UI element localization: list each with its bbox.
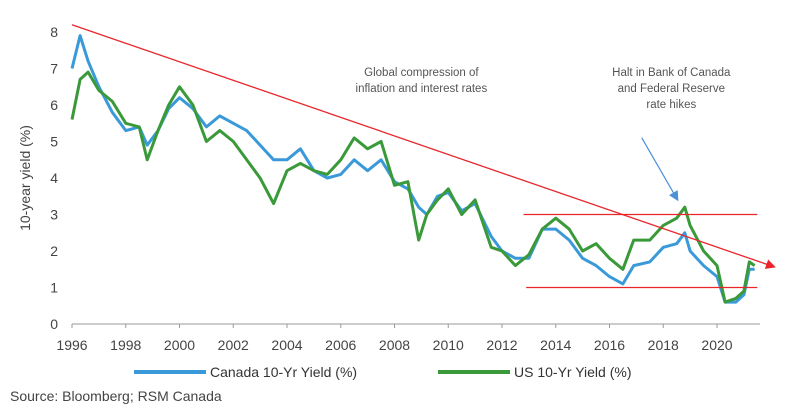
y-axis-title: 10-year yield (%) [17, 125, 33, 231]
x-tick-label: 2014 [540, 337, 571, 353]
source-note: Source: Bloomberg; RSM Canada [10, 388, 222, 404]
x-tick-label: 2010 [433, 337, 464, 353]
legend-us-label: US 10-Yr Yield (%) [514, 364, 631, 380]
annotation-halt-text: Halt in Bank of Canada [612, 67, 731, 79]
y-tick-label: 3 [50, 207, 58, 223]
y-tick-label: 2 [50, 243, 58, 259]
annotation-compression-text: inflation and interest rates [356, 83, 488, 95]
x-tick-label: 2008 [379, 337, 410, 353]
canada-yield-line [70, 34, 755, 304]
y-tick-label: 5 [50, 134, 58, 150]
y-tick-label: 8 [50, 24, 58, 40]
legend-canada-label: Canada 10-Yr Yield (%) [210, 364, 357, 380]
x-tick-label: 1996 [56, 337, 87, 353]
x-tick-label: 2012 [486, 337, 517, 353]
y-tick-label: 7 [50, 61, 58, 77]
x-tick-label: 2016 [594, 337, 625, 353]
x-tick-label: 2000 [164, 337, 195, 353]
plot-area: 0 1 2 3 4 5 6 7 8 1996 1998 2000 2002 2004 2006 2008 201… [17, 24, 776, 380]
y-tick-label: 1 [50, 280, 58, 296]
y-tick-label: 6 [50, 97, 58, 113]
y-tick-label: 4 [50, 170, 58, 186]
us-yield-line [70, 70, 756, 304]
annotation-halt-text: rate hikes [646, 99, 696, 111]
y-tick-label: 0 [50, 316, 58, 332]
x-tick-label: 2002 [218, 337, 249, 353]
x-tick-label: 1998 [110, 337, 141, 353]
x-tick-label: 2006 [325, 337, 356, 353]
halt-pointer-arrow [641, 137, 679, 202]
trend-arrow-line [71, 24, 776, 269]
annotation-compression-text: Global compression of [364, 67, 479, 79]
x-tick-label: 2020 [701, 337, 732, 353]
x-tick-label: 2004 [271, 337, 302, 353]
x-tick-label: 2018 [648, 337, 679, 353]
annotation-halt-text: and Federal Reserve [618, 83, 725, 95]
